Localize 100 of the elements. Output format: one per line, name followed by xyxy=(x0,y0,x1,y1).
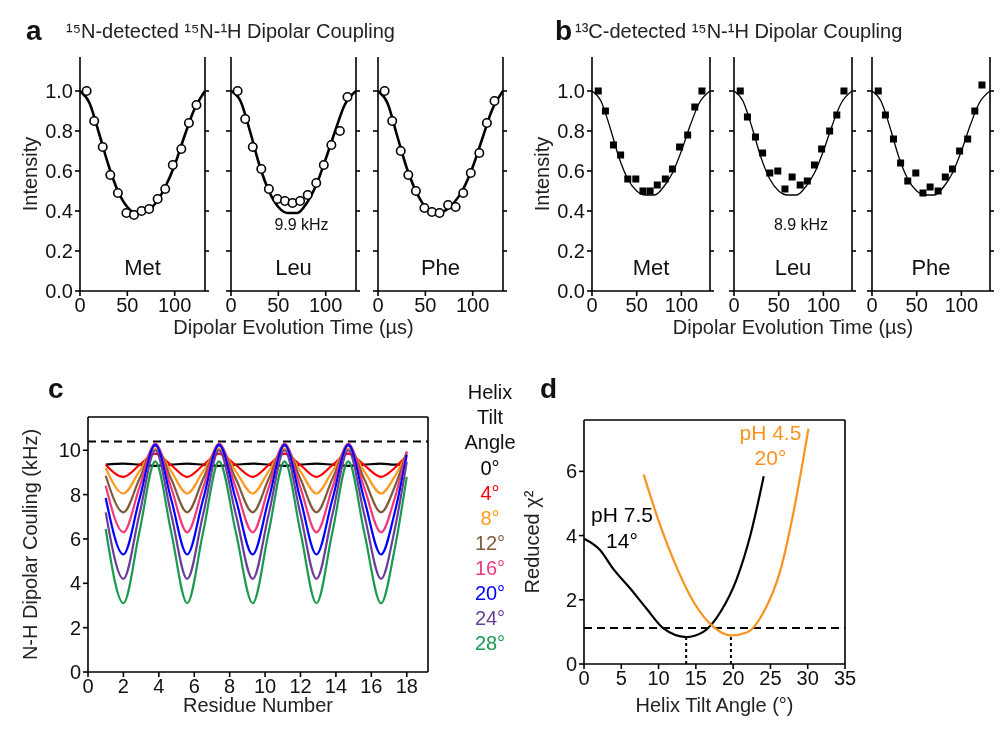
x-tick-label: 100 xyxy=(664,294,699,317)
point xyxy=(840,87,848,95)
x-tick-label: 50 xyxy=(767,294,790,317)
line-series xyxy=(104,448,408,495)
x-axis-title: Dipolar Evolution Time (µs) xyxy=(672,316,914,339)
point xyxy=(167,160,178,170)
point xyxy=(395,146,406,156)
point xyxy=(691,103,699,111)
point xyxy=(818,145,826,153)
point xyxy=(105,170,116,180)
x-tick-label: 30 xyxy=(796,667,819,690)
y-tick-label: 4 xyxy=(565,524,577,547)
point xyxy=(489,96,500,106)
point xyxy=(639,187,647,195)
line-series xyxy=(104,444,408,514)
text: d xyxy=(540,373,558,404)
point xyxy=(646,187,654,195)
y-tick-label: 0.8 xyxy=(557,120,585,143)
point xyxy=(889,135,897,143)
x-tick-label: 20 xyxy=(722,667,745,690)
x-tick-label: 0 xyxy=(372,294,384,317)
y-tick-label: 2 xyxy=(565,588,577,611)
y-tick-label: 2 xyxy=(69,616,81,639)
point xyxy=(803,177,811,185)
y-axis-title: Reduced χ² xyxy=(521,490,544,594)
x-tick-label: 4 xyxy=(153,675,165,698)
point xyxy=(609,141,617,149)
point xyxy=(481,118,492,128)
annotation: Leu xyxy=(274,255,313,281)
point xyxy=(176,144,187,154)
point xyxy=(926,183,934,191)
point xyxy=(183,118,194,128)
point xyxy=(318,160,329,170)
point xyxy=(128,210,139,220)
annotation: 9.9 kHz xyxy=(273,216,330,235)
point xyxy=(465,168,476,178)
point xyxy=(152,194,163,204)
text: 4° xyxy=(480,482,500,504)
annotation: Phe xyxy=(419,255,462,281)
point xyxy=(810,161,818,169)
point xyxy=(232,86,243,96)
point xyxy=(978,81,986,89)
y-tick-label: 0.2 xyxy=(45,240,73,263)
series-label: pH 4.5 xyxy=(738,419,803,446)
point xyxy=(191,100,202,110)
point xyxy=(97,142,108,152)
y-axis-title: Intensity xyxy=(531,136,554,212)
point xyxy=(684,131,692,139)
y-tick-label: 0.0 xyxy=(557,280,585,303)
point xyxy=(594,87,602,95)
point xyxy=(964,135,972,143)
x-tick-label: 50 xyxy=(116,294,139,317)
x-tick-label: 50 xyxy=(414,294,437,317)
text: 28° xyxy=(473,631,507,656)
y-tick-label: 1.0 xyxy=(45,80,73,103)
point xyxy=(426,207,437,217)
point xyxy=(781,185,789,193)
line-series xyxy=(104,449,408,580)
x-axis-title: Helix Tilt Angle (°) xyxy=(635,694,794,717)
y-tick-label: 0.6 xyxy=(45,160,73,183)
line-series xyxy=(104,442,408,534)
point xyxy=(302,190,313,200)
x-tick-label: 35 xyxy=(833,667,857,690)
point xyxy=(601,107,609,115)
legend-title: Helix Tilt Angle xyxy=(463,380,517,455)
x-tick-label: 100 xyxy=(944,294,979,317)
line-series xyxy=(104,443,408,556)
x-tick-label: 100 xyxy=(158,294,192,317)
point xyxy=(311,178,322,188)
annotation: Phe xyxy=(910,255,952,281)
point xyxy=(240,114,251,124)
point xyxy=(759,149,767,157)
point xyxy=(89,116,100,126)
point xyxy=(751,133,759,141)
chart-title: ¹³C-detected ¹⁵N-¹H Dipolar Coupling xyxy=(575,20,903,43)
point xyxy=(403,170,414,180)
text: 0° xyxy=(479,456,501,481)
point xyxy=(833,111,841,119)
y-tick-label: 0.8 xyxy=(45,120,73,143)
y-tick-label: 6 xyxy=(69,528,81,551)
y-axis-title: Intensity xyxy=(19,136,42,212)
annotation: 8.9 kHz xyxy=(772,216,830,235)
point xyxy=(263,184,274,194)
x-tick-label: 50 xyxy=(625,294,648,317)
x-tick-label: 100 xyxy=(456,294,490,317)
point xyxy=(342,92,353,102)
x-tick-label: 0 xyxy=(866,294,878,317)
x-tick-label: 0 xyxy=(225,294,237,317)
x-axis-title: Dipolar Evolution Time (µs) xyxy=(173,316,414,339)
x-tick-label: 100 xyxy=(309,294,343,317)
y-tick-label: 0 xyxy=(565,653,577,676)
point xyxy=(826,127,834,135)
x-tick-label: 15 xyxy=(684,667,707,690)
text: 24° xyxy=(473,606,507,631)
point xyxy=(112,188,123,198)
point xyxy=(743,113,751,121)
point xyxy=(379,86,390,96)
text: 20° xyxy=(474,582,506,604)
point xyxy=(948,165,956,173)
text: c xyxy=(48,373,64,404)
